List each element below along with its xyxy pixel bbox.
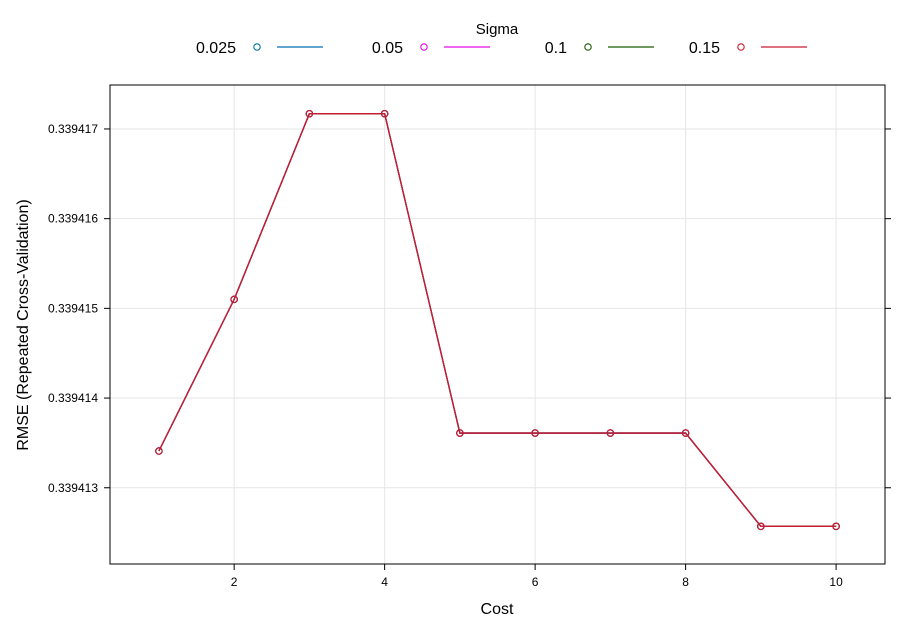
x-tick-label: 6: [532, 575, 539, 589]
data-point: [230, 295, 238, 304]
series-line-0.1: [158, 113, 837, 527]
data-point: [456, 429, 464, 437]
data-point: [305, 109, 314, 118]
data-points: [155, 109, 840, 531]
series-lines: [158, 113, 837, 527]
series-line-0.15: [158, 113, 837, 527]
series-line-0.025: [158, 113, 837, 527]
legend-label: 0.15: [689, 40, 720, 57]
legend-point-marker: [584, 43, 592, 51]
x-tick-label: 4: [381, 575, 388, 589]
y-axis-title: RMSE (Repeated Cross-Validation): [15, 199, 32, 450]
y-tick-label: 0.339415: [48, 301, 98, 315]
y-tick-label: 0.339416: [48, 212, 98, 226]
data-point: [155, 447, 163, 455]
plot-frame: [109, 84, 886, 565]
data-point: [380, 109, 389, 118]
data-point: [681, 429, 690, 437]
legend-point-marker: [737, 43, 745, 51]
y-tick-label: 0.339417: [48, 122, 98, 136]
legend-point-marker: [420, 43, 428, 51]
legend-label: 0.05: [372, 40, 403, 57]
data-point: [531, 429, 539, 437]
axes: 2 4 6 8 10 0.339413 0.339414 0.339415 0.339416 0.…: [48, 122, 891, 589]
data-point: [606, 429, 615, 437]
x-tick-label: 10: [829, 575, 843, 589]
series-line-0.05: [158, 113, 837, 527]
legend-label: 0.025: [196, 40, 236, 57]
legend-label: 0.1: [545, 40, 567, 57]
x-axis-title: Cost: [481, 601, 514, 618]
data-point: [757, 522, 765, 531]
legend: Sigma 0.025 0.05 0.1 0.15: [196, 21, 807, 57]
x-tick-label: 8: [682, 575, 689, 589]
data-point: [832, 522, 840, 531]
grid: [110, 85, 885, 564]
y-tick-label: 0.339413: [48, 481, 98, 495]
x-tick-label: 2: [231, 575, 238, 589]
legend-title: Sigma: [476, 21, 519, 38]
y-tick-label: 0.339414: [48, 391, 98, 405]
legend-point-marker: [253, 43, 261, 51]
